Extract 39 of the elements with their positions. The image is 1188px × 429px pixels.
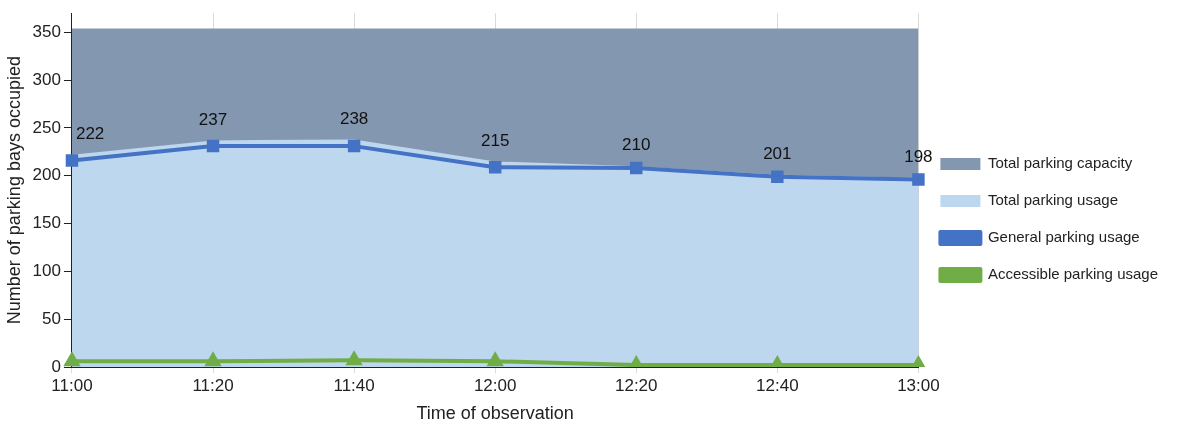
point <box>205 353 221 367</box>
x-tick-label: 11:20 <box>192 375 234 395</box>
point <box>347 139 361 153</box>
data-label: 215 <box>481 130 510 150</box>
point <box>487 353 503 367</box>
point <box>206 139 220 153</box>
x-tick-label: 13:00 <box>897 375 940 395</box>
y-tick-label: 350 <box>32 22 61 42</box>
x-tick-label: 11:00 <box>51 375 93 395</box>
point <box>771 170 784 183</box>
x-axis-title: Time of observation <box>416 403 574 424</box>
point <box>65 154 79 167</box>
point <box>630 161 643 175</box>
legend-label: Accessible parking usage <box>987 265 1159 283</box>
data-label: 198 <box>904 146 933 166</box>
legend-label: Total parking usage <box>987 191 1118 209</box>
y-tick-label: 150 <box>32 213 61 233</box>
data-label: 201 <box>763 143 792 163</box>
x-tick-label: 12:40 <box>756 375 799 395</box>
point <box>912 173 925 186</box>
point <box>64 353 80 367</box>
data-label: 222 <box>75 123 105 143</box>
y-tick-label: 300 <box>32 69 61 89</box>
y-tick-label: 100 <box>32 261 61 281</box>
point <box>488 160 502 174</box>
legend-label: Total parking capacity <box>987 154 1133 172</box>
data-label: 238 <box>339 108 369 128</box>
data-label: 237 <box>198 109 228 129</box>
y-tick-label: 250 <box>32 117 61 137</box>
x-tick-label: 12:20 <box>614 375 658 395</box>
y-tick-label: 0 <box>51 356 61 376</box>
data-label: 210 <box>622 135 651 155</box>
point <box>346 352 362 366</box>
y-tick-label: 50 <box>42 308 61 328</box>
y-axis-title: Number of parking bays occupied <box>3 56 24 325</box>
legend-label: General parking usage <box>987 228 1140 246</box>
x-tick-label: 12:00 <box>473 375 517 395</box>
x-tick-label: 11:40 <box>333 375 375 395</box>
y-tick-label: 200 <box>32 165 61 185</box>
